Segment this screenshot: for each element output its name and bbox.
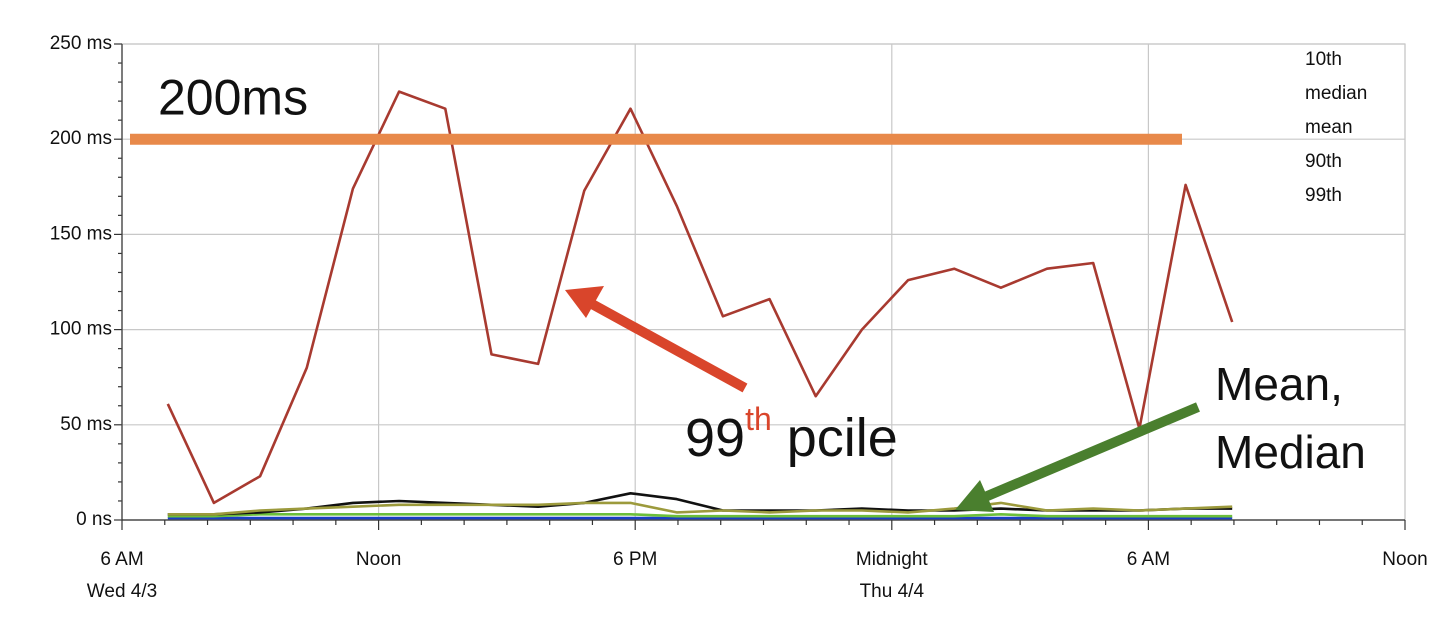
legend-entry: 99th [1305, 185, 1342, 206]
annotation-part: pcile [772, 408, 898, 468]
x-tick-label: Noon [1382, 549, 1427, 570]
series-line [166, 90, 1234, 505]
threshold-label: 200ms [158, 69, 308, 125]
annotation-text: 99th pcile [685, 401, 898, 468]
y-tick-label: 0 ns [76, 509, 112, 530]
y-tick-label: 50 ms [60, 414, 112, 435]
arrow-head [955, 480, 994, 512]
annotation-text: Median [1215, 426, 1366, 478]
date-label: Thu 4/4 [860, 581, 925, 602]
plot-frame [121, 43, 1406, 521]
legend-entry: mean [1305, 117, 1353, 138]
x-tick-label: 6 PM [613, 549, 657, 570]
x-tick-label: Noon [356, 549, 401, 570]
x-tick-label: 6 AM [100, 549, 143, 570]
arrow-head [565, 286, 604, 318]
series-line [167, 513, 1233, 518]
date-label: Wed 4/3 [87, 581, 157, 602]
annotation-part: 99 [685, 408, 745, 468]
legend-entry: 10th [1305, 49, 1342, 70]
annotation-sup: th [745, 401, 772, 437]
arrow-shaft [589, 299, 748, 393]
y-tick-label: 250 ms [50, 33, 112, 54]
arrow-shaft [983, 402, 1200, 502]
legend-entry: median [1305, 83, 1367, 104]
x-tick-label: 6 AM [1127, 549, 1170, 570]
series-line [167, 501, 1233, 516]
y-tick-label: 100 ms [50, 319, 112, 340]
y-tick-label: 200 ms [50, 128, 112, 149]
y-tick-label: 150 ms [50, 223, 112, 244]
x-tick-label: Midnight [856, 549, 929, 570]
annotation-text: Mean, [1215, 358, 1343, 410]
legend-entry: 90th [1305, 151, 1342, 172]
